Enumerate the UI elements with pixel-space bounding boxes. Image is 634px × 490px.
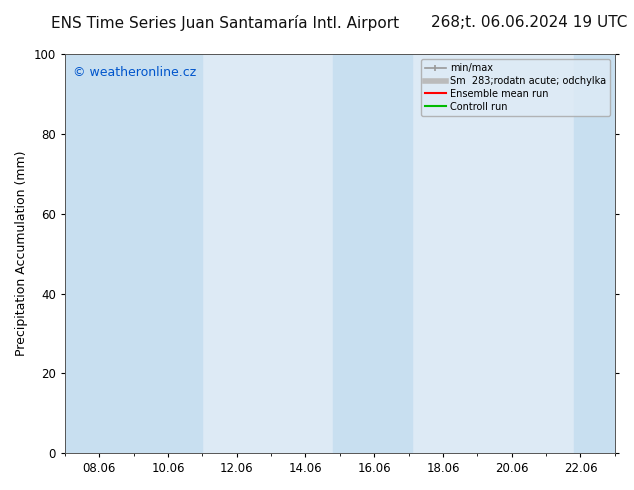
Text: © weatheronline.cz: © weatheronline.cz [73, 66, 197, 79]
Bar [574, 54, 615, 453]
Bar [151, 54, 202, 453]
Bar [65, 54, 151, 453]
Text: ENS Time Series Juan Santamaría Intl. Airport: ENS Time Series Juan Santamaría Intl. Ai… [51, 15, 399, 31]
Y-axis label: Precipitation Accumulation (mm): Precipitation Accumulation (mm) [15, 151, 28, 356]
Legend: min/max, Sm  283;rodatn acute; odchylka, Ensemble mean run, Controll run: min/max, Sm 283;rodatn acute; odchylka, … [421, 59, 610, 116]
Bar [333, 54, 412, 453]
Text: 268;t. 06.06.2024 19 UTC: 268;t. 06.06.2024 19 UTC [431, 15, 628, 30]
